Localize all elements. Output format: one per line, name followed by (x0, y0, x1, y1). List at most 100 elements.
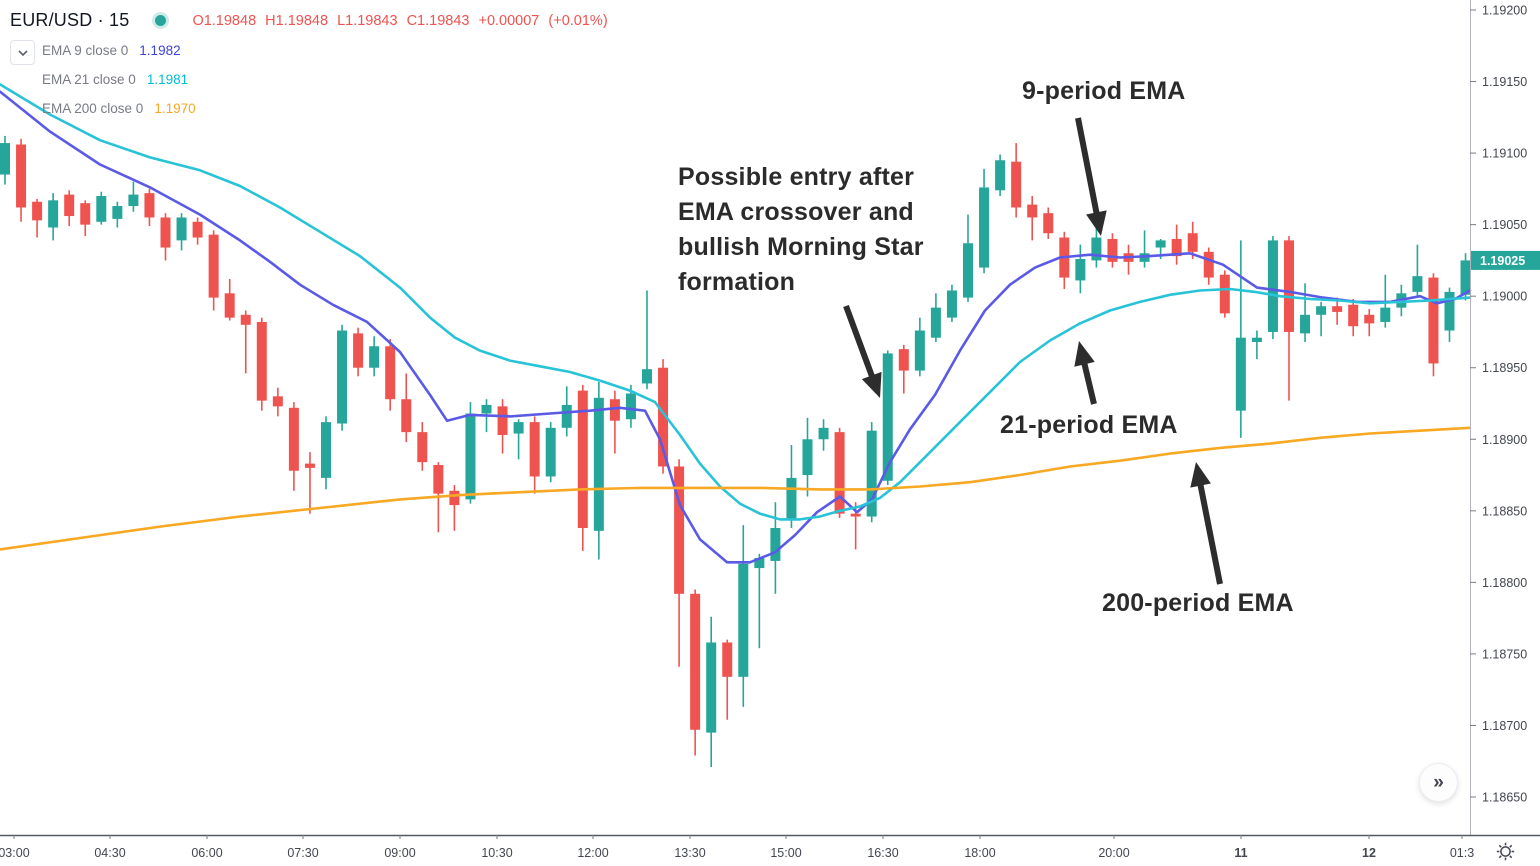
time-tick-label: 12 (1362, 846, 1376, 860)
time-tick-label: 13:30 (674, 846, 705, 860)
time-tick-label: 01:3 (1450, 846, 1474, 860)
candle-body (834, 432, 845, 514)
candle-body (96, 196, 107, 222)
candle-body (1332, 306, 1343, 312)
candle-body (738, 563, 749, 677)
candle-body (754, 558, 765, 569)
price-tick-label: 1.18700 (1482, 719, 1527, 733)
candle-body (272, 396, 283, 407)
candle-body (545, 427, 556, 477)
candle-body (561, 404, 572, 428)
ema-line-ema-9[interactable] (0, 90, 1472, 564)
candle-body (722, 642, 733, 677)
candles-group[interactable] (0, 135, 1471, 767)
candle-body (963, 243, 973, 298)
symbol-title[interactable]: EUR/USD · 15 (10, 10, 130, 30)
arrow-head-icon (1190, 462, 1211, 488)
indicator-value: 1.1970 (154, 101, 196, 116)
candle-body (802, 439, 813, 476)
annotation-possible-entry[interactable]: Possible entry after EMA crossover and b… (678, 163, 924, 296)
price-tick-label: 1.18950 (1482, 361, 1527, 375)
candle-body (866, 430, 877, 517)
indicator-value: 1.1982 (139, 43, 181, 58)
indicator-row-ema200[interactable]: EMA 200 close 0 1.1970 (42, 101, 196, 116)
ema-line-ema-21[interactable] (0, 83, 1472, 521)
time-tick-label: 09:00 (384, 846, 415, 860)
arrow-shaft (843, 304, 877, 382)
arrow-shaft (1080, 358, 1097, 405)
price-axis[interactable]: 1.19200 1.19150 1.19100 1.19050 1.19000 1.189… (1470, 4, 1527, 805)
indicator-label: EMA 9 close 0 (42, 43, 129, 58)
indicator-collapse-button[interactable] (10, 40, 35, 65)
price-tick-label: 1.19200 (1482, 4, 1527, 18)
candle-body (593, 397, 604, 531)
arrow-shaft (1196, 480, 1223, 585)
candle-body (288, 407, 299, 471)
indicator-row-ema21[interactable]: EMA 21 close 0 1.1981 (42, 72, 188, 87)
candle-body (946, 290, 957, 318)
annotation-arrows[interactable] (843, 117, 1223, 585)
candle-body (642, 369, 652, 384)
price-tick-label: 1.19000 (1482, 290, 1527, 304)
candle-body (930, 307, 941, 338)
indicator-row-ema9[interactable]: EMA 9 close 0 1.1982 (42, 43, 181, 58)
time-tick-label: 03:00 (0, 846, 30, 860)
candle-body (1187, 233, 1198, 252)
time-axis-settings-button[interactable] (1494, 840, 1516, 862)
candle-body (529, 422, 540, 477)
candle-body (401, 399, 412, 433)
chart-header: EUR/USD · 15 O1.19848 H1.19848 L1.19843 … (10, 10, 608, 31)
candle-body (1011, 161, 1022, 208)
time-tick-label: 07:30 (287, 846, 318, 860)
time-axis[interactable]: 03:00 04:30 06:00 07:30 09:00 10:30 12:00 13:30… (0, 835, 1474, 860)
price-tick-label: 1.19050 (1482, 218, 1527, 232)
double-chevron-right-icon: » (1433, 771, 1444, 793)
candle-body (353, 333, 364, 368)
gear-icon (1496, 842, 1514, 860)
candle-body (1364, 314, 1375, 324)
chevron-down-icon (17, 49, 28, 56)
candle-body (160, 217, 171, 248)
time-tick-label: 12:00 (577, 846, 608, 860)
candle-body (208, 234, 219, 298)
time-tick-label: 18:00 (964, 846, 995, 860)
candle-body (385, 346, 396, 400)
candle-body (465, 413, 476, 500)
annotation-9-period-ema[interactable]: 9-period EMA (1022, 77, 1186, 105)
price-tick-label: 1.19100 (1482, 147, 1527, 161)
time-tick-label: 10:30 (481, 846, 512, 860)
price-tick-label: 1.18750 (1482, 647, 1527, 661)
candle-body (1300, 314, 1311, 334)
candle-body (786, 477, 797, 520)
scroll-to-recent-button[interactable]: » (1419, 763, 1458, 802)
candle-body (1155, 240, 1166, 248)
candle-body (1316, 306, 1327, 315)
candle-body (1460, 260, 1471, 295)
arrow-head-icon (861, 371, 882, 398)
candle-body (449, 490, 460, 506)
candle-body (176, 217, 187, 241)
arrow-head-icon (1074, 341, 1095, 367)
candle-body (497, 406, 508, 435)
candle-body (979, 187, 990, 268)
candle-body (192, 221, 203, 238)
candle-body (1267, 240, 1278, 332)
candle-body (112, 206, 123, 219)
annotation-200-period-ema[interactable]: 200-period EMA (1102, 589, 1294, 617)
candle-body (433, 465, 444, 494)
annotation-21-period-ema[interactable]: 21-period EMA (1000, 411, 1178, 439)
time-tick-label: 16:30 (867, 846, 898, 860)
candle-body (609, 399, 620, 421)
candle-body (1284, 240, 1294, 332)
candle-body (1171, 238, 1182, 257)
candle-body (48, 200, 59, 228)
candle-body (625, 393, 636, 420)
candle-body (337, 330, 348, 424)
indicator-value: 1.1981 (146, 72, 189, 87)
ema-line-ema-200[interactable] (0, 426, 1472, 551)
candle-body (16, 144, 27, 208)
candle-body (674, 466, 685, 594)
candle-body (481, 404, 492, 414)
